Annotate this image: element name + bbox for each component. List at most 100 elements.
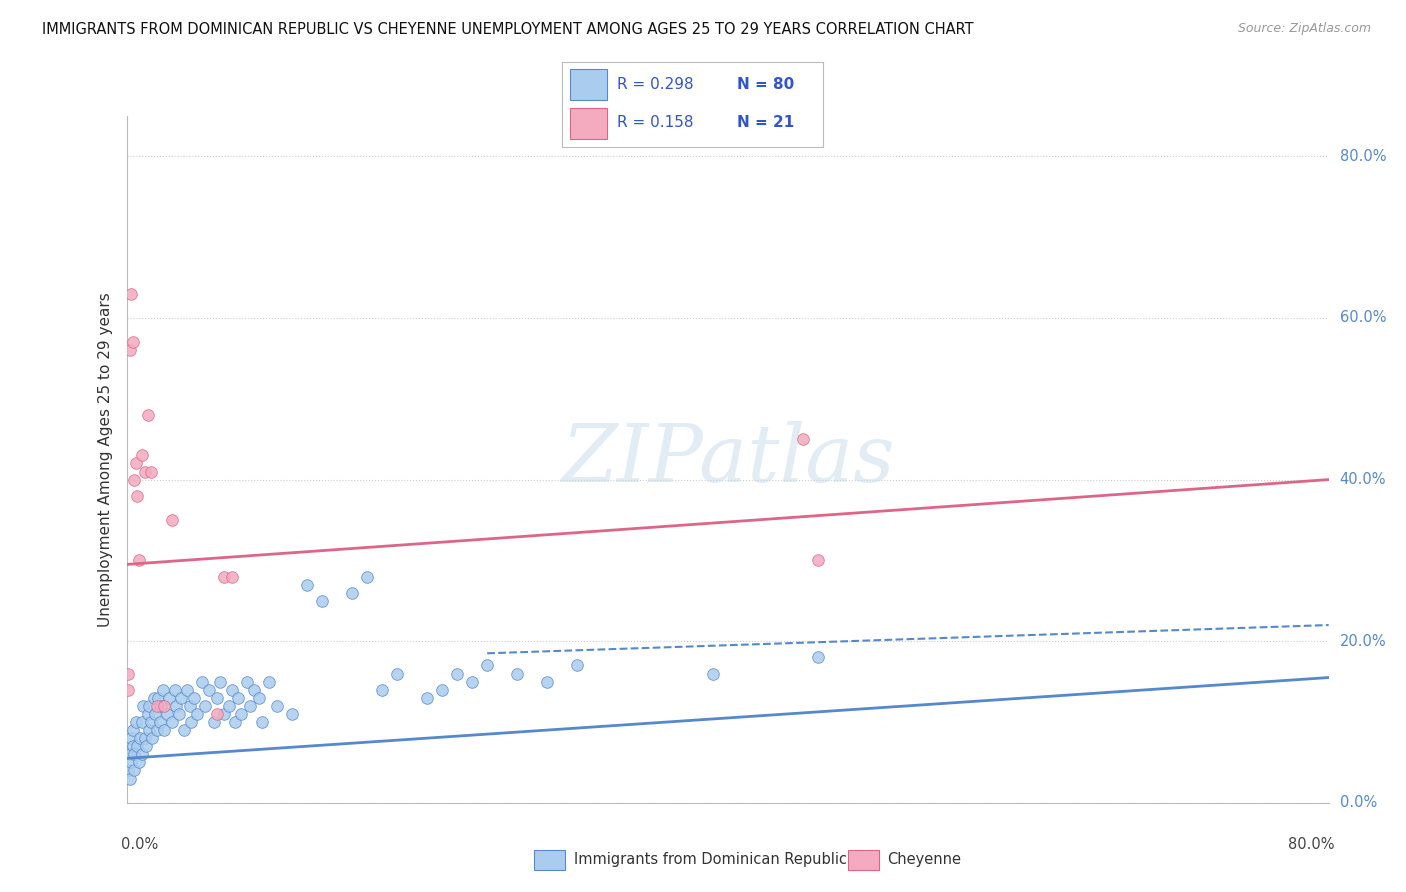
Point [243,682,266,697]
Point [139,714,162,729]
Y-axis label: Unemployment Among Ages 25 to 29 years: Unemployment Among Ages 25 to 29 years [97,292,112,627]
Point [122,764,145,778]
Point [122,473,145,487]
Point [138,698,160,713]
Point [153,698,176,713]
Point [792,432,814,446]
Point [235,674,259,689]
Point [186,706,208,721]
Point [461,674,484,689]
Point [121,739,143,754]
FancyBboxPatch shape [571,70,606,100]
Point [194,698,217,713]
Point [180,714,202,729]
Point [143,706,166,721]
Point [146,690,169,705]
Point [190,674,212,689]
Point [153,723,176,737]
Point [131,448,153,462]
Point [132,698,155,713]
Point [117,666,139,681]
Point [250,714,273,729]
Point [152,682,174,697]
Point [221,569,243,583]
Point [385,666,408,681]
Point [157,690,180,705]
Point [117,764,139,778]
FancyBboxPatch shape [571,108,606,139]
Point [239,698,262,713]
Point [122,747,145,762]
Point [807,553,830,567]
Point [136,706,159,721]
Point [141,731,163,746]
Point [218,698,240,713]
Point [371,682,394,697]
Point [131,714,153,729]
Point [125,739,148,754]
Text: N = 21: N = 21 [737,115,794,129]
Point [205,690,228,705]
Point [807,650,830,665]
Point [150,698,173,713]
Point [179,698,201,713]
Point [124,457,146,471]
Point [702,666,724,681]
Text: ZIPatlas: ZIPatlas [561,421,894,498]
Point [416,690,439,705]
Point [118,772,141,786]
Point [167,706,190,721]
Point [176,682,198,697]
Point [567,658,589,673]
Point [356,569,378,583]
Point [281,706,304,721]
Point [121,335,143,350]
Point [118,343,141,358]
Point [135,739,157,754]
Point [138,723,160,737]
Point [202,714,225,729]
Point [169,690,191,705]
Text: 20.0%: 20.0% [1340,633,1386,648]
Point [208,674,231,689]
Text: 0.0%: 0.0% [1340,796,1376,810]
Point [165,698,187,713]
Text: 0.0%: 0.0% [121,837,157,852]
Point [149,714,172,729]
Point [160,513,183,527]
Point [139,465,162,479]
Point [120,756,142,770]
Point [311,594,333,608]
Point [340,585,363,599]
Point [212,569,235,583]
Point [128,756,150,770]
Point [446,666,468,681]
Text: Cheyenne: Cheyenne [887,853,962,867]
Point [224,714,246,729]
Point [475,658,498,673]
Point [163,682,186,697]
Point [118,747,141,762]
Point [212,706,235,721]
Point [125,489,148,503]
Point [120,286,142,301]
Point [295,577,318,591]
Point [183,690,205,705]
Point [145,723,167,737]
Point [156,706,179,721]
Point [229,706,252,721]
Text: Immigrants from Dominican Republic: Immigrants from Dominican Republic [574,853,846,867]
Point [221,682,243,697]
Point [160,714,183,729]
Text: N = 80: N = 80 [737,77,794,92]
Point [198,682,221,697]
Point [226,690,249,705]
Text: R = 0.158: R = 0.158 [617,115,693,129]
Point [121,723,143,737]
Point [536,674,558,689]
Point [506,666,529,681]
Text: 80.0%: 80.0% [1340,149,1386,164]
Point [117,682,139,697]
Text: R = 0.298: R = 0.298 [617,77,693,92]
Text: IMMIGRANTS FROM DOMINICAN REPUBLIC VS CHEYENNE UNEMPLOYMENT AMONG AGES 25 TO 29 : IMMIGRANTS FROM DOMINICAN REPUBLIC VS CH… [42,22,974,37]
